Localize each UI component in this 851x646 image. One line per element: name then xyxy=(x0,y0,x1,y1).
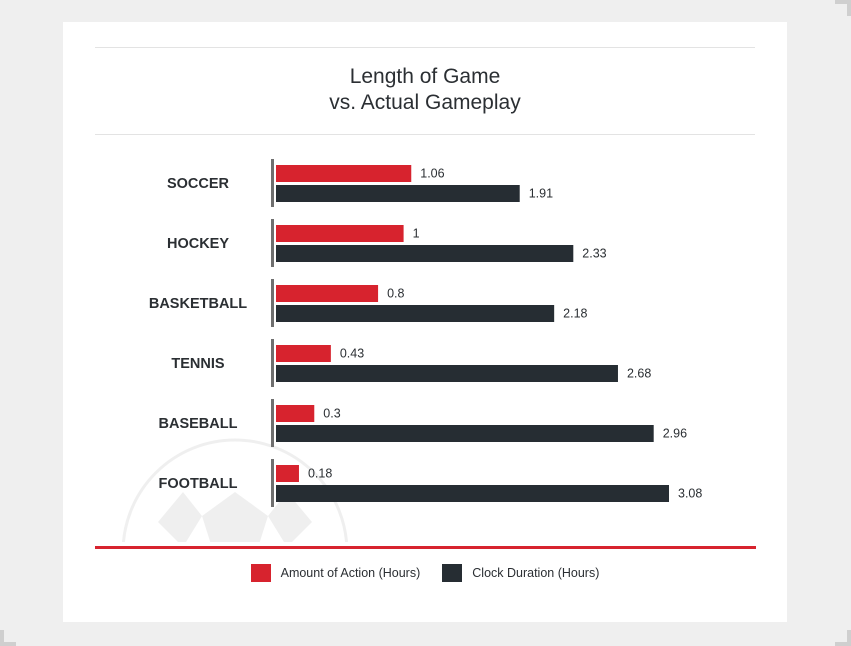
category-label-tennis: TENNIS xyxy=(171,356,225,372)
chart-card: Length of Game vs. Actual Gameplay SOCCE… xyxy=(63,22,787,622)
category-label-football: FOOTBALL xyxy=(159,476,238,492)
chart-title-line-1: Length of Game xyxy=(349,65,501,88)
bar-clock-baseball xyxy=(276,425,654,442)
category-label-basketball: BASKETBALL xyxy=(149,296,247,312)
axis-segment-football xyxy=(271,459,274,507)
frame-corner-bottom-left xyxy=(0,630,16,646)
value-label-clock-soccer: 1.91 xyxy=(529,187,553,201)
value-label-action-basketball: 0.8 xyxy=(387,287,404,301)
value-label-clock-football: 3.08 xyxy=(678,487,702,501)
title-divider xyxy=(95,134,755,135)
legend-swatch-clock xyxy=(442,564,463,582)
category-label-hockey: HOCKEY xyxy=(167,236,229,252)
value-label-action-hockey: 1 xyxy=(413,227,420,241)
bar-action-football xyxy=(276,465,299,482)
chart-legend: Amount of Action (Hours) Clock Duration … xyxy=(63,563,787,583)
soccer-ball-watermark xyxy=(121,438,349,542)
bar-chart: SOCCER 1.06 1.91 HOCKEY 1 2.33 BASKETBALL 0.8 2.… xyxy=(121,159,702,542)
value-label-clock-tennis: 2.68 xyxy=(627,367,651,381)
value-label-action-tennis: 0.43 xyxy=(340,347,364,361)
legend-item-clock: Clock Duration (Hours) xyxy=(442,564,599,582)
legend-swatch-action xyxy=(250,564,271,582)
bar-clock-football xyxy=(276,485,670,502)
bar-clock-hockey xyxy=(276,245,574,262)
bar-clock-basketball xyxy=(276,305,555,322)
legend-label-clock: Clock Duration (Hours) xyxy=(472,566,600,580)
bar-clock-tennis xyxy=(276,365,618,382)
axis-segment-baseball xyxy=(271,399,274,447)
value-label-action-football: 0.18 xyxy=(308,467,332,481)
bar-action-tennis xyxy=(276,345,331,362)
bar-clock-soccer xyxy=(276,185,520,202)
legend-item-action: Amount of Action (Hours) xyxy=(250,564,421,582)
value-label-clock-baseball: 2.96 xyxy=(663,427,687,441)
bar-action-basketball xyxy=(276,285,379,302)
value-label-clock-hockey: 2.33 xyxy=(582,247,606,261)
value-label-action-soccer: 1.06 xyxy=(420,167,444,181)
chart-title: Length of Game vs. Actual Gameplay xyxy=(63,64,787,116)
axis-segment-basketball xyxy=(271,279,274,327)
bar-action-hockey xyxy=(276,225,404,242)
axis-segment-tennis xyxy=(271,339,274,387)
axis-segment-hockey xyxy=(271,219,274,267)
frame-corner-top-right xyxy=(835,0,851,16)
frame-corner-bottom-right xyxy=(835,630,851,646)
chart-title-line-2: vs. Actual Gameplay xyxy=(329,91,521,114)
value-label-clock-basketball: 2.18 xyxy=(563,307,587,321)
category-label-baseball: BASEBALL xyxy=(159,416,238,432)
value-label-action-baseball: 0.3 xyxy=(323,407,340,421)
bar-action-baseball xyxy=(276,405,315,422)
bottom-accent-line xyxy=(95,546,756,549)
category-label-soccer: SOCCER xyxy=(167,176,230,192)
legend-label-action: Amount of Action (Hours) xyxy=(280,566,421,580)
top-divider xyxy=(95,47,755,48)
bar-action-soccer xyxy=(276,165,412,182)
axis-segment-soccer xyxy=(271,159,274,207)
